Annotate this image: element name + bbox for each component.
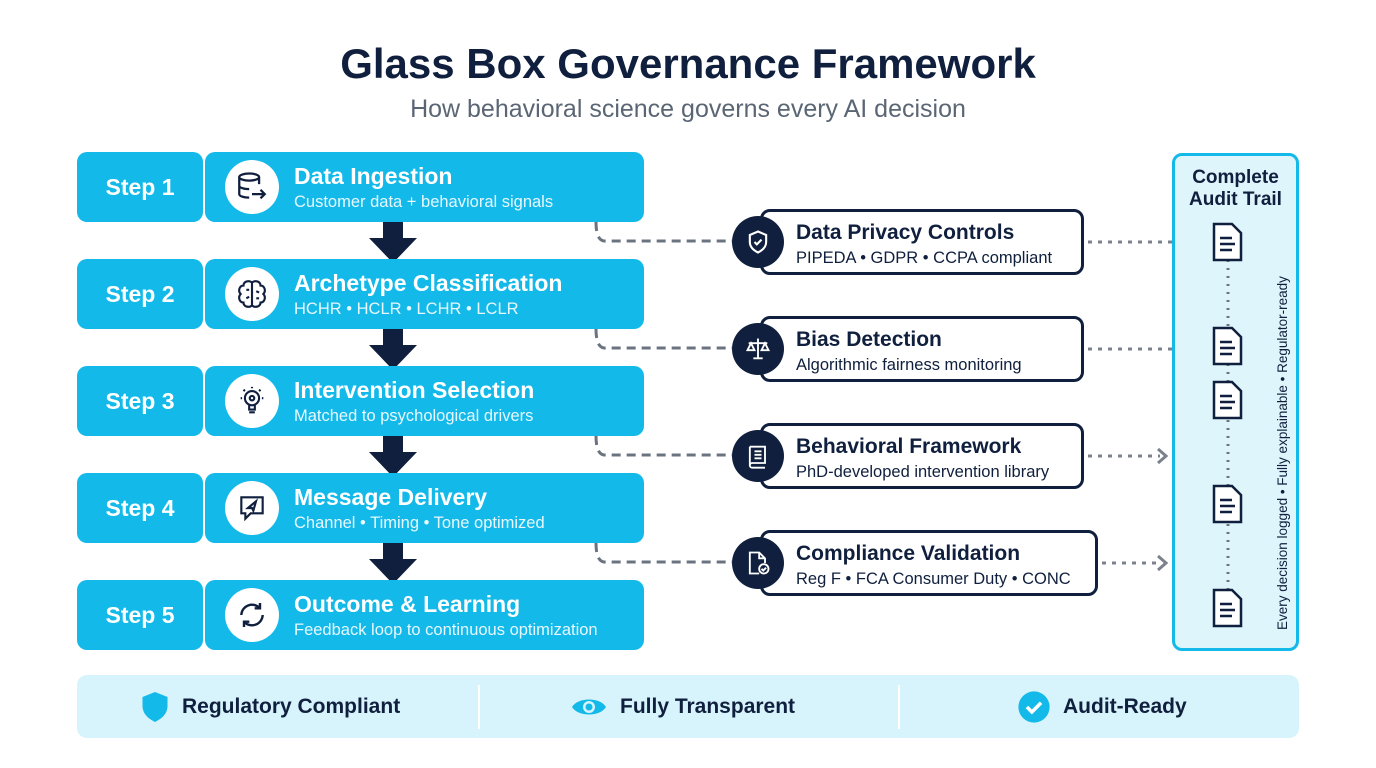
document-icon	[1212, 380, 1243, 420]
step-1-label: Step 1	[77, 152, 203, 222]
step-archetype-classification: Archetype Classification HCHR • HCLR • L…	[205, 259, 644, 329]
step-title: Message Delivery	[294, 484, 488, 510]
step-3-label: Step 3	[77, 366, 203, 436]
control-subtitle: Reg F • FCA Consumer Duty • CONC	[796, 570, 1071, 588]
badge-audit-ready: Audit-Ready	[1017, 675, 1187, 738]
step-data-ingestion: Data Ingestion Customer data + behaviora…	[205, 152, 644, 222]
document-icon	[1212, 326, 1243, 366]
step-intervention-selection: Intervention Selection Matched to psycho…	[205, 366, 644, 436]
step-subtitle: Feedback loop to continuous optimization	[294, 621, 598, 639]
arrow-down	[369, 436, 417, 477]
control-data-privacy: Data Privacy Controls PIPEDA • GDPR • CC…	[760, 209, 1084, 275]
audit-log-icons	[1212, 222, 1243, 628]
page-subtitle: How behavioral science governs every AI …	[410, 95, 966, 123]
step-message-delivery: Message Delivery Channel • Timing • Tone…	[205, 473, 644, 543]
flow-arrows	[369, 222, 417, 584]
step-title: Data Ingestion	[294, 163, 453, 189]
document-check-icon	[732, 537, 784, 589]
step-title: Archetype Classification	[294, 270, 563, 296]
step-title: Intervention Selection	[294, 377, 535, 403]
control-title: Data Privacy Controls	[796, 221, 1015, 244]
refresh-icon	[225, 588, 279, 642]
document-icon	[1212, 222, 1243, 262]
divider	[898, 685, 900, 729]
eye-icon	[572, 699, 606, 714]
step-2-label: Step 2	[77, 259, 203, 329]
scales-icon	[732, 323, 784, 375]
control-subtitle: PIPEDA • GDPR • CCPA compliant	[796, 249, 1053, 267]
document-icon	[1212, 588, 1243, 628]
message-send-icon	[225, 481, 279, 535]
brain-icon	[225, 267, 279, 321]
step-4-label: Step 4	[77, 473, 203, 543]
arrow-down	[369, 222, 417, 263]
step-title: Outcome & Learning	[294, 591, 521, 617]
book-icon	[732, 430, 784, 482]
control-bias-detection: Bias Detection Algorithmic fairness moni…	[760, 316, 1084, 382]
lightbulb-icon	[225, 374, 279, 428]
control-title: Behavioral Framework	[796, 435, 1022, 458]
arrow-down	[369, 329, 417, 370]
badge-regulatory-compliant: Regulatory Compliant	[140, 675, 400, 738]
control-behavioral-framework: Behavioral Framework PhD-developed inter…	[760, 423, 1084, 489]
divider	[478, 685, 480, 729]
badge-label: Regulatory Compliant	[182, 694, 401, 718]
step-5-label: Step 5	[77, 580, 203, 650]
badge-fully-transparent: Fully Transparent	[570, 675, 795, 738]
audit-vertical-caption: Every decision logged • Fully explainabl…	[1275, 276, 1290, 630]
step-subtitle: Channel • Timing • Tone optimized	[294, 514, 545, 532]
control-title: Compliance Validation	[796, 542, 1021, 565]
badges-bar	[77, 675, 1299, 738]
step-subtitle: Matched to psychological drivers	[294, 407, 534, 425]
shield-check-icon	[732, 216, 784, 268]
badge-label: Fully Transparent	[620, 694, 796, 718]
audit-title: Complete Audit Trail	[1189, 167, 1282, 210]
database-export-icon	[225, 160, 279, 214]
check-circle-icon	[1018, 690, 1050, 723]
control-compliance-validation: Compliance Validation Reg F • FCA Consum…	[760, 530, 1098, 596]
page-title: Glass Box Governance Framework	[340, 40, 1036, 87]
control-subtitle: PhD-developed intervention library	[796, 463, 1050, 481]
shield-icon	[142, 691, 168, 722]
step-subtitle: HCHR • HCLR • LCHR • LCLR	[294, 300, 519, 318]
badge-label: Audit-Ready	[1063, 694, 1187, 718]
dashed-links	[594, 221, 732, 564]
control-subtitle: Algorithmic fairness monitoring	[796, 356, 1022, 374]
document-icon	[1212, 484, 1243, 524]
arrow-down	[369, 543, 417, 584]
step-outcome-learning: Outcome & Learning Feedback loop to cont…	[205, 580, 644, 650]
step-subtitle: Customer data + behavioral signals	[294, 193, 554, 211]
control-title: Bias Detection	[796, 328, 942, 351]
